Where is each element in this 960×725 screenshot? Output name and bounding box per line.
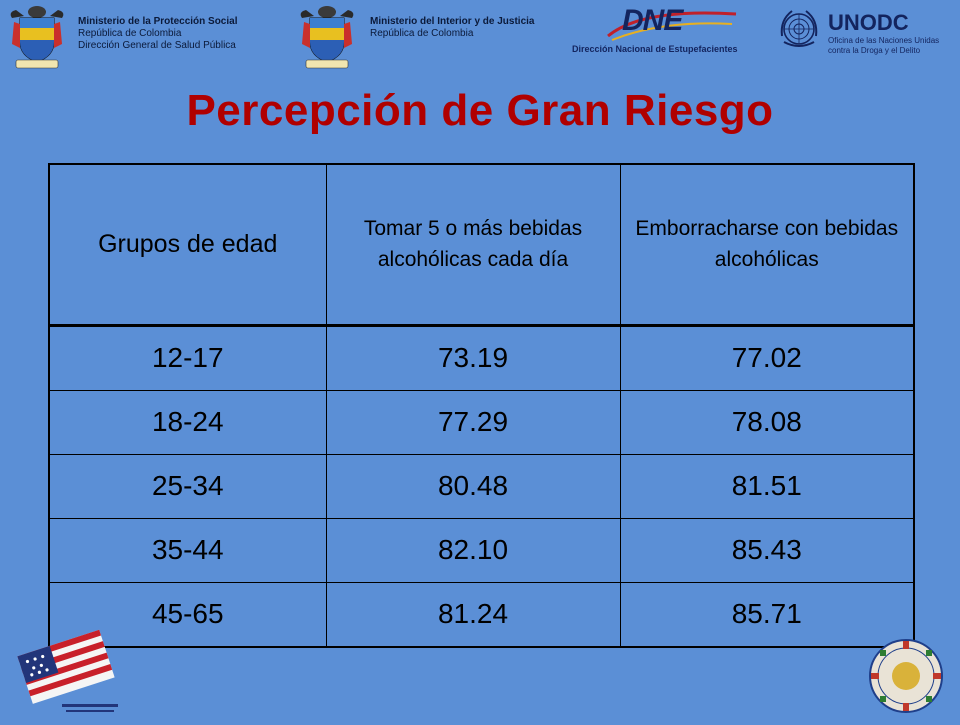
table-header-row: Grupos de edad Tomar 5 o más bebidas alc… [48, 163, 915, 327]
column-header-age-group: Grupos de edad [48, 163, 327, 327]
table-row: 18-24 77.29 78.08 [48, 389, 915, 455]
drunkenness-cell: 78.08 [619, 389, 915, 455]
oas-seal-logo [866, 636, 946, 716]
age-group-cell: 25-34 [48, 453, 327, 519]
ministry-interior-text: Ministerio del Interior y de Justicia Re… [370, 16, 535, 40]
table-row: 45-65 81.24 85.71 [48, 581, 915, 647]
ministry-interior-line1: Ministerio del Interior y de Justicia [370, 16, 535, 27]
colombia-coat-of-arms-logo [6, 4, 68, 70]
five-drinks-cell: 82.10 [325, 517, 621, 583]
five-drinks-cell: 77.29 [325, 389, 621, 455]
drunkenness-cell: 77.02 [619, 324, 915, 391]
dne-logo: DNE Dirección Nacional de Estupefaciente… [572, 4, 768, 60]
five-drinks-cell: 81.24 [325, 581, 621, 647]
table-row: 35-44 82.10 85.43 [48, 517, 915, 583]
unodc-logo: UNODC Oficina de las Naciones Unidas con… [776, 6, 956, 66]
drunkenness-cell: 85.71 [619, 581, 915, 647]
dne-mark: DNE [622, 4, 683, 37]
age-group-cell: 45-65 [48, 581, 327, 647]
age-group-cell: 18-24 [48, 389, 327, 455]
unodc-name: UNODC [828, 10, 909, 35]
age-group-cell: 35-44 [48, 517, 327, 583]
age-group-cell: 12-17 [48, 324, 327, 391]
header-bar: Ministerio de la Protección Social Repúb… [0, 0, 960, 78]
drunkenness-cell: 81.51 [619, 453, 915, 519]
five-drinks-cell: 73.19 [325, 324, 621, 391]
drunkenness-cell: 85.43 [619, 517, 915, 583]
slide-title: Percepción de Gran Riesgo [186, 86, 774, 135]
column-header-five-drinks: Tomar 5 o más bebidas alcohólicas cada d… [325, 163, 621, 327]
colombia-coat-of-arms-logo-2 [296, 4, 358, 70]
ministry-health-line2: República de Colombia [78, 28, 182, 39]
ministry-health-line1: Ministerio de la Protección Social [78, 16, 238, 27]
unodc-subtitle: Oficina de las Naciones Unidas contra la… [828, 36, 940, 55]
ministry-interior-line2: República de Colombia [370, 28, 474, 39]
ministry-health-text: Ministerio de la Protección Social Repúb… [78, 16, 238, 52]
dne-subtitle: Dirección Nacional de Estupefacientes [572, 44, 738, 54]
un-emblem-icon [780, 10, 818, 47]
ministry-health-line3: Dirección General de Salud Pública [78, 40, 236, 51]
column-header-drunkenness: Emborracharse con bebidas alcohólicas [619, 163, 915, 327]
five-drinks-cell: 80.48 [325, 453, 621, 519]
us-embassy-flag-logo [6, 620, 126, 720]
table-row: 12-17 73.19 77.02 [48, 324, 915, 391]
risk-perception-table: Grupos de edad Tomar 5 o más bebidas alc… [48, 163, 915, 648]
table-row: 25-34 80.48 81.51 [48, 453, 915, 519]
